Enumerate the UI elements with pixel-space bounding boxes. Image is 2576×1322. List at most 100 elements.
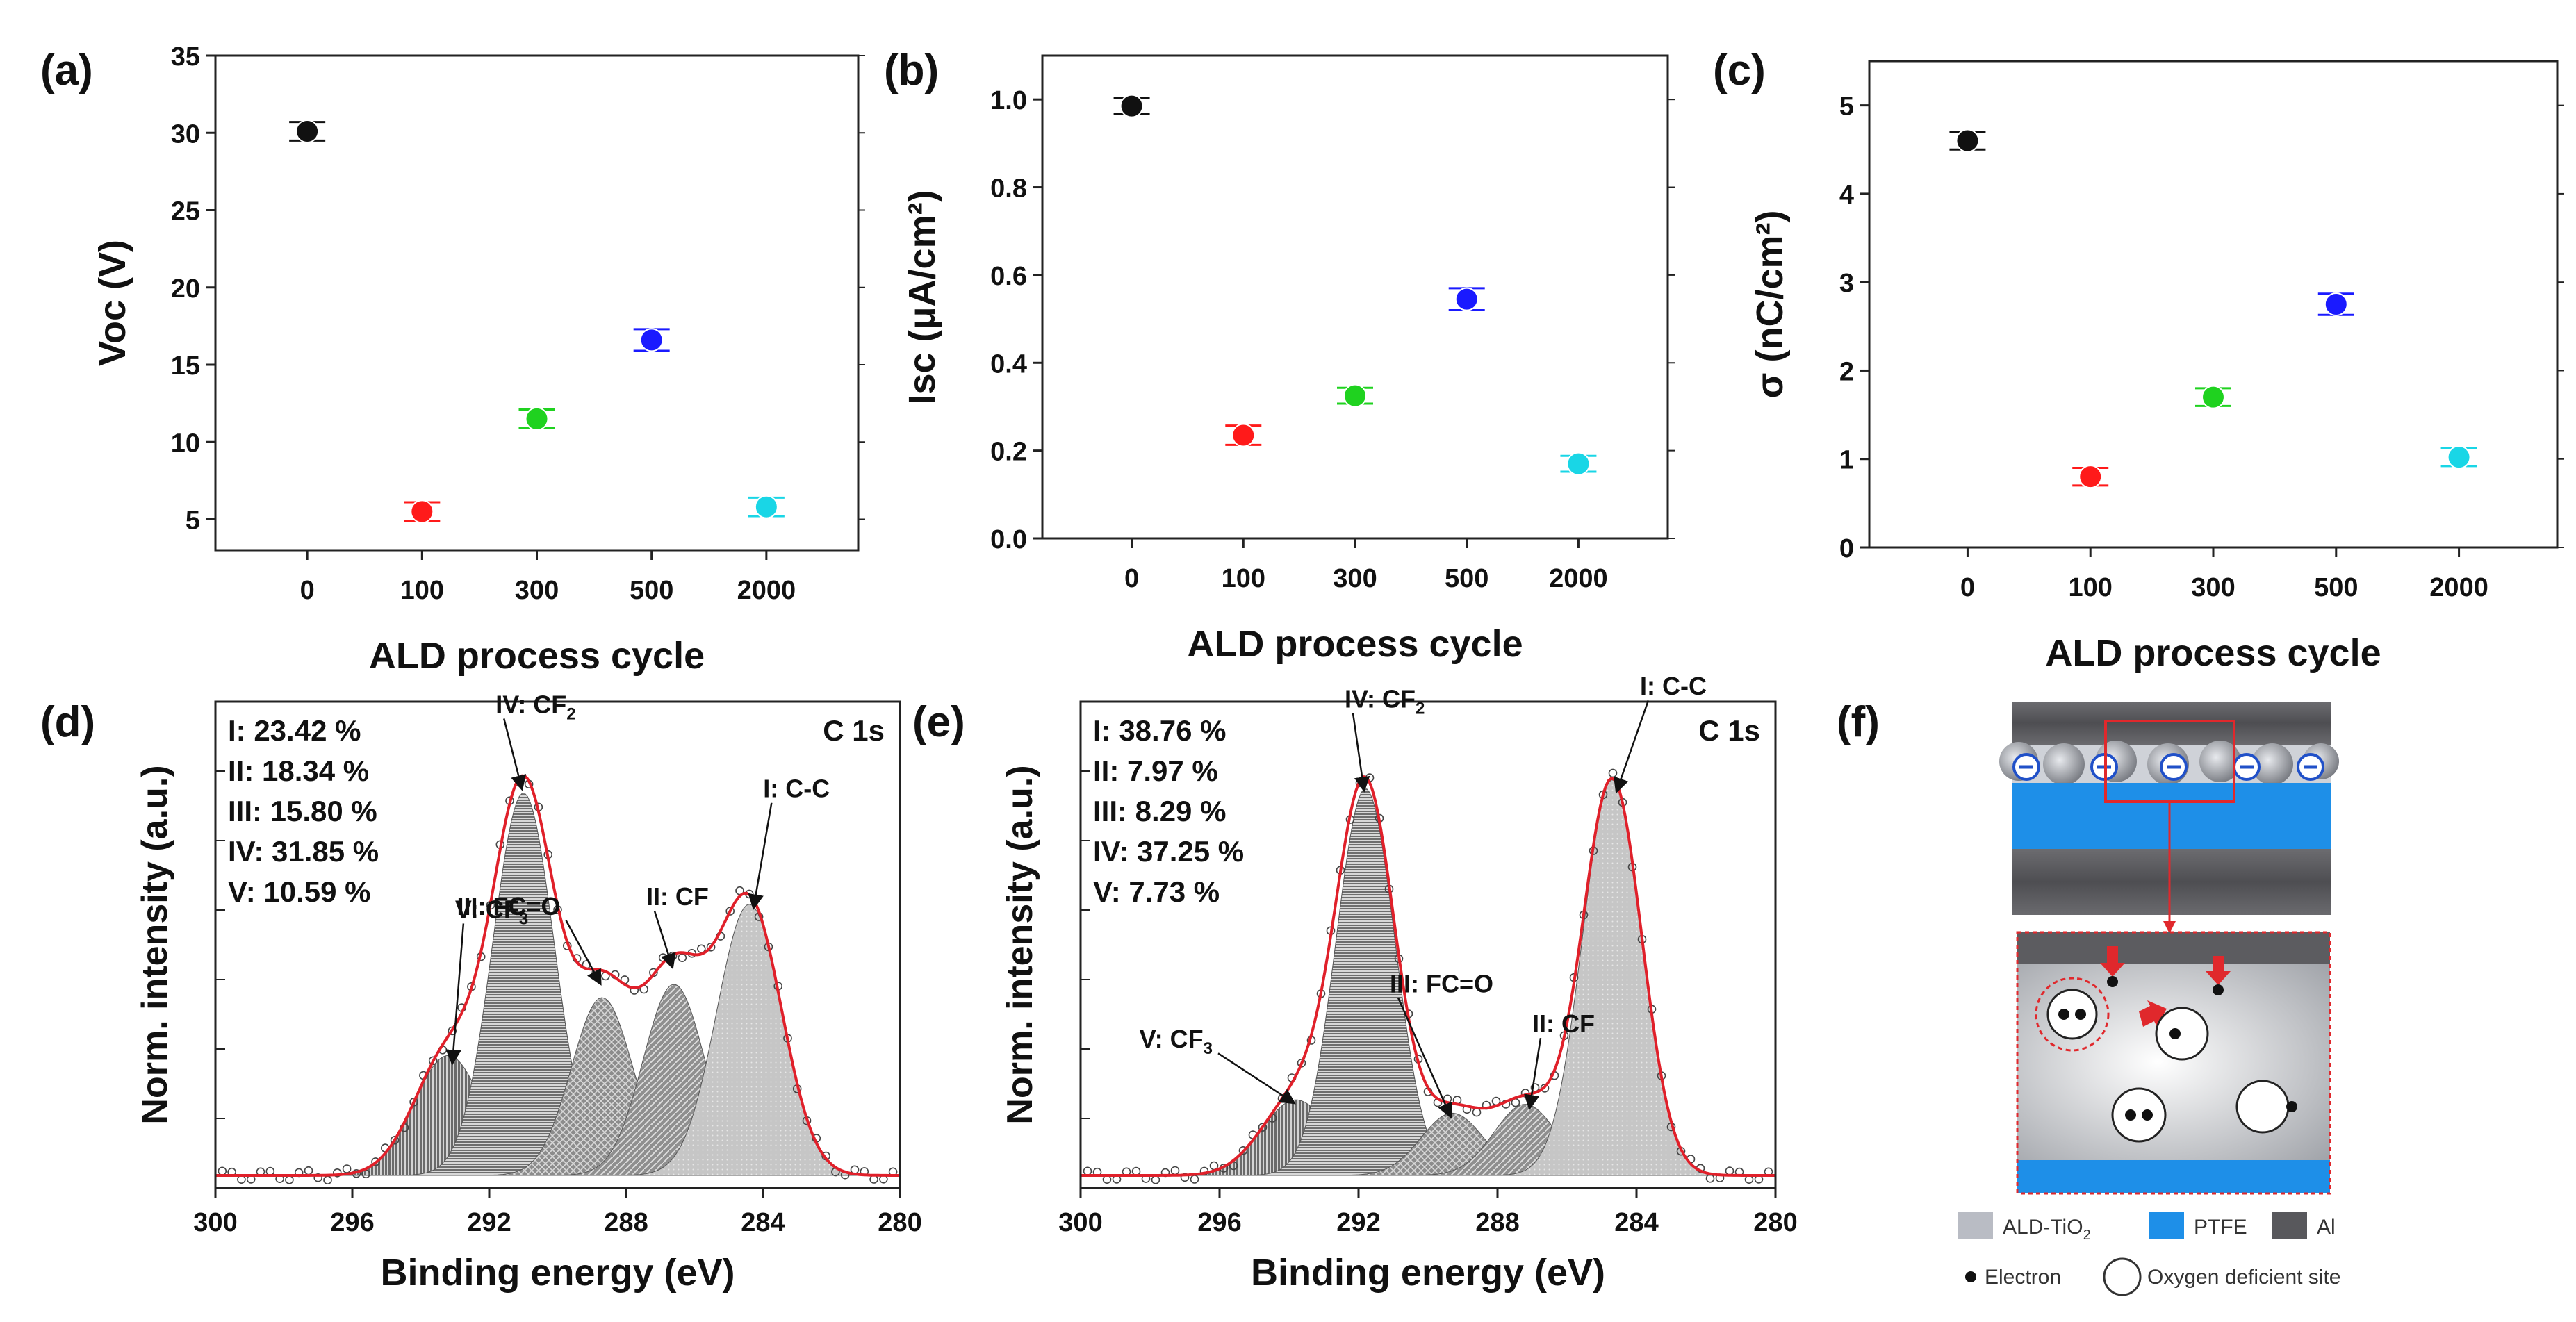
marker xyxy=(410,499,434,524)
composition-label: III: 8.29 % xyxy=(1093,795,1226,827)
peak-label-part: IV: CF xyxy=(1345,685,1416,713)
peak-label: IV: CF2 xyxy=(495,690,575,723)
data-point xyxy=(1151,1175,1160,1184)
x-tick-label: 100 xyxy=(1222,564,1265,593)
x-tick-label: 2000 xyxy=(2429,573,2488,602)
data-point xyxy=(2072,465,2109,489)
panel-label-d: (d) xyxy=(40,698,95,746)
marker xyxy=(639,328,664,352)
plot-frame xyxy=(1079,700,1777,1189)
data-point xyxy=(404,499,441,524)
trapped-site-highlight xyxy=(2035,977,2110,1052)
data-point xyxy=(1180,1173,1190,1182)
peak-label-part: 2 xyxy=(1416,700,1425,718)
y-tick-label: 0.0 xyxy=(990,525,1027,554)
chart-a: 5 10 15 20 25 30 35 0 100 300 500 2000 ALD process c… xyxy=(92,42,865,677)
x-tick-label: 280 xyxy=(1753,1208,1797,1237)
data-point xyxy=(630,986,639,995)
device-schematic: ALD-TiO2 PTFE Al Electron Oxygen deficie… xyxy=(1958,702,2340,1296)
peak-label-part: 2 xyxy=(566,704,575,723)
data-point xyxy=(1337,383,1373,408)
panel-label-f: (f) xyxy=(1837,698,1880,746)
peak-annotation: I: C-C xyxy=(748,775,830,910)
data-point xyxy=(2195,385,2231,409)
al-bottom-electrode xyxy=(2012,849,2331,915)
data-point xyxy=(1949,129,1986,153)
data-point xyxy=(2440,445,2477,470)
data-point xyxy=(1170,1166,1180,1175)
electron-dot xyxy=(2142,1109,2153,1121)
y-tick-label: 30 xyxy=(171,119,200,149)
y-tick-label: 10 xyxy=(171,429,200,458)
marker xyxy=(1955,129,1980,153)
data-point xyxy=(633,328,670,352)
peak-label-part: V: CF xyxy=(455,895,519,923)
oxygen-deficient-site xyxy=(2046,989,2098,1040)
legend-electron-dot xyxy=(1965,1271,1976,1282)
peak-label: V: CF3 xyxy=(1140,1025,1213,1058)
y-axis-label: Norm. intensity (a.u.) xyxy=(135,765,175,1124)
data-point xyxy=(518,406,555,431)
y-tick-label: 4 xyxy=(1839,181,1854,210)
ptfe-layer xyxy=(2012,783,2331,849)
x-axis-label: ALD process cycle xyxy=(369,635,705,677)
y-tick-label: 0.8 xyxy=(990,174,1027,204)
x-tick-label: 0 xyxy=(300,576,315,605)
marker xyxy=(1231,423,1256,447)
y-tick-label: 5 xyxy=(1839,92,1854,122)
data-point xyxy=(265,1166,275,1176)
al-top-electrode xyxy=(2012,702,2331,745)
annotation-arrow xyxy=(653,910,676,970)
y-tick-label: 1 xyxy=(1839,446,1854,475)
peak-annotation: V: CF3 xyxy=(445,895,528,1066)
peak-annotation: III: FC=O xyxy=(457,892,602,986)
annotation-arrow xyxy=(445,923,465,1066)
electron-injection-arrow xyxy=(2206,956,2231,985)
data-point xyxy=(1608,768,1618,778)
composition-label: I: 38.76 % xyxy=(1093,714,1226,747)
chart-c: 0 1 2 3 4 5 0 100 300 500 2000 ALD process cycle σ (… xyxy=(1749,60,2564,674)
peak-annotation: III: FC=O xyxy=(1390,969,1493,1119)
data-point xyxy=(1113,94,1150,118)
peak-label-part: III: FC=O xyxy=(1390,969,1493,998)
composition-label: II: 7.97 % xyxy=(1093,754,1218,787)
x-axis-label: ALD process cycle xyxy=(1187,623,1523,665)
oxygen-deficient-site xyxy=(2111,1087,2167,1143)
y-axis-label: Isc (μA/cm²) xyxy=(901,190,943,404)
x-tick-label: 500 xyxy=(630,576,673,605)
composition-label: II: 18.34 % xyxy=(228,754,369,787)
peak-label: I: C-C xyxy=(1640,672,1707,700)
annotation-arrow xyxy=(1614,700,1650,794)
data-point xyxy=(323,1175,332,1184)
annotation-arrow xyxy=(1397,997,1453,1119)
composition-label: V: 7.73 % xyxy=(1093,875,1220,908)
data-point xyxy=(390,1136,400,1145)
negative-charge-icon xyxy=(2012,753,2040,781)
annotation-arrow xyxy=(503,718,527,791)
x-tick-label: 300 xyxy=(2191,573,2235,602)
x-tick-label: 292 xyxy=(467,1208,511,1237)
peak-annotation: V: CF3 xyxy=(1140,1025,1296,1105)
y-tick-label: 3 xyxy=(1839,269,1854,298)
data-point xyxy=(1190,1175,1199,1184)
marker xyxy=(1343,383,1367,408)
legend-swatch-ptfe xyxy=(2149,1212,2184,1239)
marker xyxy=(1454,287,1479,311)
legend-label-oxygen-site: Oxygen deficient site xyxy=(2147,1266,2340,1289)
zoomed-interface xyxy=(2016,931,2331,1195)
y-tick-label: 0.2 xyxy=(990,438,1027,467)
y-tick-label: 5 xyxy=(186,506,200,536)
composition-label: III: 15.80 % xyxy=(228,795,377,827)
annotation-arrow xyxy=(1217,1052,1296,1105)
panel-label-c: (c) xyxy=(1713,47,1766,94)
data-point xyxy=(1560,452,1597,476)
x-tick-label: 0 xyxy=(1960,573,1975,602)
marker xyxy=(1566,452,1591,476)
data-point xyxy=(313,1173,323,1182)
marker xyxy=(1119,94,1144,118)
data-point xyxy=(725,907,735,916)
peak-label-part: 3 xyxy=(519,909,528,928)
peak-label: III: FC=O xyxy=(457,892,561,920)
x-axis-label: ALD process cycle xyxy=(2045,632,2381,674)
